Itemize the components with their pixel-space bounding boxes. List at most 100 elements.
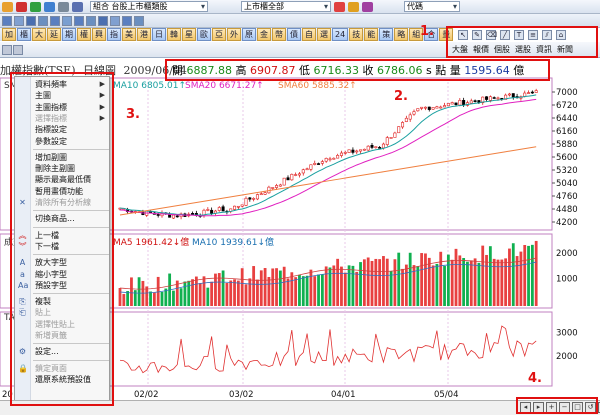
market-tab-button[interactable]: 延 xyxy=(47,28,61,41)
market-tab-button[interactable]: 原 xyxy=(242,28,256,41)
eraser-icon[interactable]: ⌫ xyxy=(486,30,497,40)
text-tool-icon[interactable]: T xyxy=(514,30,524,40)
filter-icon[interactable] xyxy=(86,15,96,26)
mail-icon[interactable] xyxy=(134,15,144,26)
context-menu-item[interactable]: 縮小字型 a xyxy=(15,269,111,280)
candle-body xyxy=(301,169,305,174)
market-tab-button[interactable]: 歐 xyxy=(197,28,211,41)
report-icon[interactable] xyxy=(98,15,108,26)
list-icon[interactable] xyxy=(62,15,72,26)
crosshair-icon[interactable] xyxy=(13,44,23,55)
calc-icon[interactable] xyxy=(110,15,120,26)
context-menu-item[interactable]: 切換商品... xyxy=(15,213,111,224)
market-tab-button[interactable]: 技 xyxy=(349,28,364,41)
market-tab-button[interactable]: 策 xyxy=(379,28,394,41)
context-menu-item[interactable]: 增加副圖 xyxy=(15,152,111,163)
corner-icon[interactable]: ↗ xyxy=(598,402,600,413)
context-menu-item[interactable]: 暫用畫價功能 xyxy=(15,186,111,197)
forward-arrow-icon[interactable] xyxy=(30,1,41,12)
context-menu-item[interactable]: 複製 ⎘ xyxy=(15,296,111,307)
pen-icon[interactable]: ✎ xyxy=(472,30,482,40)
context-menu-item[interactable]: 還原系統預設值 xyxy=(15,374,111,385)
context-menu-item[interactable]: 主圖 ▶ xyxy=(15,90,111,101)
candle-body xyxy=(401,122,405,128)
refresh-icon[interactable] xyxy=(44,1,55,12)
shape-tool-icon[interactable]: ⌂ xyxy=(556,30,566,40)
scroll-left-icon[interactable]: ◂ xyxy=(520,402,531,413)
market-tab-button[interactable]: 債 xyxy=(287,28,301,41)
alert-icon[interactable] xyxy=(348,1,359,12)
menu-item[interactable]: 新聞 xyxy=(557,45,573,54)
market-tab-button[interactable]: 略 xyxy=(394,28,409,41)
channel-tool-icon[interactable]: ≡ xyxy=(528,30,538,40)
market-tab-button[interactable]: 美 xyxy=(122,28,136,41)
market-tab-button[interactable]: 加 xyxy=(2,28,16,41)
menu-item[interactable]: 選股 xyxy=(515,45,531,54)
home-icon[interactable] xyxy=(2,1,13,12)
grid-icon[interactable] xyxy=(72,1,83,12)
market-tab-button[interactable]: 自 xyxy=(302,28,316,41)
context-menu-item[interactable]: 上一檔 ︽ xyxy=(15,230,111,241)
candle-body xyxy=(355,150,359,153)
code-select[interactable]: 代碼 xyxy=(404,1,460,12)
context-menu-item[interactable]: 顯示最高最低價 xyxy=(15,174,111,185)
market-tab-button[interactable]: 能 xyxy=(364,28,379,41)
layout-icon[interactable] xyxy=(2,15,12,26)
market-tab-button[interactable]: 韓 xyxy=(167,28,181,41)
market-tab-button[interactable]: 星 xyxy=(182,28,196,41)
market-tab-button[interactable]: 港 xyxy=(137,28,151,41)
setting-icon[interactable] xyxy=(74,15,84,26)
pointer-icon[interactable]: ↖ xyxy=(458,30,468,40)
zoom-out-icon[interactable]: − xyxy=(559,402,570,413)
print-icon[interactable] xyxy=(58,1,69,12)
context-menu-item[interactable]: 刪除主副圖 xyxy=(15,163,111,174)
menu-item[interactable]: 報價 xyxy=(473,45,489,54)
market-tab-button[interactable]: 組 xyxy=(409,28,424,41)
reset-view-icon[interactable]: ↺ xyxy=(585,402,596,413)
market-tab-button[interactable]: 合 xyxy=(424,28,439,41)
menu-item[interactable]: 個股 xyxy=(494,45,510,54)
table-icon[interactable] xyxy=(38,15,48,26)
context-menu-item[interactable]: 下一檔 ︾ xyxy=(15,241,111,252)
candle-body xyxy=(217,207,221,211)
zoom-fit-icon[interactable]: □ xyxy=(572,402,583,413)
star-icon[interactable] xyxy=(122,15,132,26)
context-menu-item[interactable]: 指標設定 xyxy=(15,124,111,135)
scroll-right-icon[interactable]: ▸ xyxy=(533,402,544,413)
tools-icon[interactable] xyxy=(362,1,373,12)
market-tab-button[interactable]: 亞 xyxy=(212,28,226,41)
market-tab-button[interactable]: 幣 xyxy=(272,28,286,41)
favorite-icon[interactable] xyxy=(334,1,345,12)
line-tool-icon[interactable]: ╱ xyxy=(500,30,510,40)
context-menu-item[interactable]: 參數設定 xyxy=(15,136,111,147)
volume-bar xyxy=(122,294,126,306)
market-tab-button[interactable]: 金 xyxy=(257,28,271,41)
market-tab-button[interactable]: 選 xyxy=(317,28,331,41)
market-tab-button[interactable]: 櫃 xyxy=(17,28,31,41)
market-tab-button[interactable]: 指 xyxy=(107,28,121,41)
market-tab-button[interactable]: 興 xyxy=(92,28,106,41)
market-tab-button[interactable]: 大 xyxy=(32,28,46,41)
chart-icon[interactable] xyxy=(26,15,36,26)
context-menu-item[interactable]: 放大字型 A xyxy=(15,257,111,268)
fib-tool-icon[interactable]: ⫽ xyxy=(542,30,552,40)
cursor-icon[interactable] xyxy=(2,44,12,55)
market-tab-button[interactable]: 外 xyxy=(227,28,241,41)
zoom-in-icon[interactable]: + xyxy=(546,402,557,413)
portfolio-select[interactable]: 組合 台股上市櫃類股 xyxy=(90,1,208,12)
chart-canvas[interactable]: 7000 6720 6440 6160 5880 5600 5320 5040 4760 4480… xyxy=(0,58,600,400)
context-menu-item[interactable]: 主圖指標 ▶ xyxy=(15,102,111,113)
market-select[interactable]: 上市櫃全部 xyxy=(241,1,331,12)
context-menu-item[interactable]: 預設字型 Aa xyxy=(15,280,111,291)
market-tab-button[interactable]: 日 xyxy=(152,28,166,41)
menu-item[interactable]: 資訊 xyxy=(536,45,552,54)
market-tab-button[interactable]: 權 xyxy=(77,28,91,41)
context-menu-item[interactable]: 設定... ⚙ xyxy=(15,346,111,357)
context-menu-item[interactable]: 資料頻率 ▶ xyxy=(15,79,111,90)
market-tab-button[interactable]: 期 xyxy=(62,28,76,41)
news-icon[interactable] xyxy=(50,15,60,26)
menu-item[interactable]: 大盤 xyxy=(452,45,468,54)
back-arrow-icon[interactable] xyxy=(16,1,27,12)
market-tab-button[interactable]: 24 xyxy=(332,28,349,41)
window-icon[interactable] xyxy=(14,15,24,26)
